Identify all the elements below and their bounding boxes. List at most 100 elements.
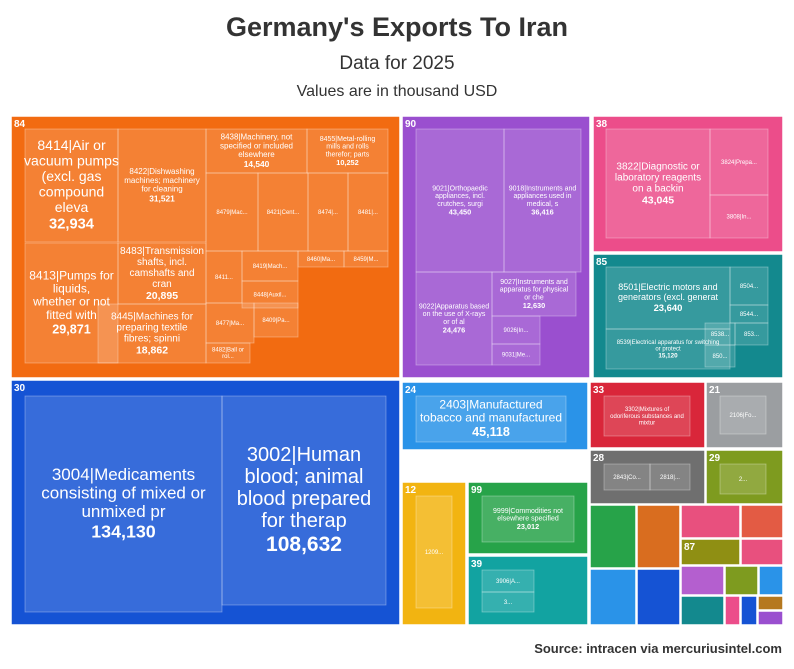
tile-8483[interactable] — [117, 242, 207, 305]
tile-8504[interactable] — [729, 266, 769, 306]
tile-9027[interactable] — [491, 271, 577, 317]
tile-29xx[interactable] — [719, 463, 767, 495]
tile-8538[interactable] — [704, 322, 736, 346]
tile-9026[interactable] — [491, 315, 541, 345]
minor-block[interactable] — [636, 568, 681, 626]
tile-8422[interactable] — [117, 128, 207, 243]
tile-3302[interactable] — [603, 395, 691, 437]
tile-9031[interactable] — [491, 343, 541, 366]
tile-1209[interactable] — [415, 495, 453, 609]
minor-block[interactable] — [589, 568, 637, 626]
tile-label-line: on a backin — [632, 183, 683, 194]
tile-8460[interactable] — [297, 250, 345, 268]
tile-8503[interactable] — [704, 344, 736, 368]
tile-39xx[interactable] — [481, 591, 535, 613]
tile-8501[interactable] — [605, 266, 731, 330]
tile-label-line: 850... — [712, 354, 727, 360]
tile-label-line: 3302|Mixtures of — [625, 407, 670, 413]
minor-block[interactable] — [758, 565, 784, 596]
group-21-block[interactable] — [705, 381, 784, 449]
tile-8536[interactable] — [734, 322, 769, 346]
group-38-block[interactable] — [592, 115, 784, 253]
tile-9018[interactable] — [503, 128, 582, 273]
tile-2106[interactable] — [719, 395, 767, 435]
tile-2843[interactable] — [603, 463, 651, 491]
tile-3808[interactable] — [709, 194, 769, 239]
group-85-block[interactable] — [592, 253, 784, 379]
tile-8477[interactable] — [205, 302, 255, 344]
group-28-block[interactable] — [589, 449, 706, 505]
tile-8414[interactable] — [24, 128, 119, 243]
minor-block[interactable] — [757, 595, 784, 611]
tile-8481[interactable] — [347, 172, 389, 252]
tile-8544[interactable] — [729, 304, 769, 324]
tile-8482[interactable] — [205, 342, 251, 364]
tile-8438[interactable] — [205, 128, 308, 174]
tile-8539[interactable] — [605, 328, 731, 370]
tile-8411[interactable] — [205, 250, 243, 304]
tile-8445[interactable] — [97, 303, 207, 364]
group-99-block[interactable] — [467, 481, 589, 555]
minor-block[interactable] — [589, 504, 637, 569]
tile-label-line: fibres; spinni — [124, 333, 180, 344]
tile-8409[interactable] — [253, 302, 299, 338]
tile-label-line: whether or not — [32, 295, 110, 309]
tile-label-line: liquids, — [53, 282, 90, 296]
tile-3824[interactable] — [709, 128, 769, 196]
tile-3004[interactable] — [24, 395, 223, 613]
group-33-block[interactable] — [589, 381, 706, 449]
group-29-block[interactable] — [705, 449, 784, 505]
group-12-block[interactable] — [401, 481, 467, 626]
tile-9999[interactable] — [481, 495, 575, 543]
minor-block[interactable] — [740, 538, 784, 566]
tile-8445-value: 18,862 — [136, 344, 168, 356]
tile-8459[interactable] — [343, 250, 389, 268]
tile-3822[interactable] — [605, 128, 711, 239]
group-30-block[interactable] — [10, 379, 401, 626]
tile-label-line: 8422|Dishwashing — [129, 167, 194, 176]
minor-block[interactable] — [680, 595, 725, 626]
group-84-block[interactable] — [10, 115, 401, 379]
minor-block[interactable] — [757, 610, 784, 626]
group-24-block[interactable] — [401, 381, 589, 451]
tile-label-line: appliances, incl. — [435, 193, 485, 200]
tile-9021[interactable] — [415, 128, 505, 273]
minor-block[interactable] — [724, 565, 759, 596]
tile-label-line: 8539|Electrical apparatus for switching — [617, 340, 720, 346]
minor-block[interactable] — [680, 565, 725, 596]
minor-block[interactable] — [740, 595, 758, 626]
group-87-block[interactable] — [680, 538, 741, 566]
tile-label-line: consisting of mixed or — [41, 483, 206, 502]
minor-block[interactable] — [636, 504, 681, 569]
tile-8448[interactable] — [241, 280, 299, 309]
tile-3002[interactable] — [221, 395, 387, 606]
tile-8413[interactable] — [24, 242, 119, 364]
tile-8474[interactable] — [307, 172, 349, 252]
group-39-block[interactable] — [467, 555, 589, 626]
minor-block[interactable] — [740, 504, 784, 539]
minor-block[interactable] — [680, 504, 741, 539]
tile-3906[interactable] — [481, 569, 535, 593]
minor-block[interactable] — [724, 595, 741, 626]
tile-8479[interactable] — [205, 172, 259, 252]
tile-label-line: fitted with — [46, 308, 97, 322]
group-24-label: 24 — [405, 385, 417, 396]
tile-2403[interactable] — [415, 395, 567, 443]
tile-8455[interactable] — [306, 128, 389, 174]
tile-29xx-label: 2... — [739, 477, 748, 483]
tile-9022[interactable] — [415, 271, 493, 366]
tile-8419[interactable] — [241, 250, 299, 282]
tile-8421[interactable] — [257, 172, 309, 252]
tile-label-line: compound — [39, 183, 104, 199]
group-90-block[interactable] — [401, 115, 591, 379]
tile-2818[interactable] — [649, 463, 691, 491]
tile-label-line: medical, s — [527, 201, 559, 208]
